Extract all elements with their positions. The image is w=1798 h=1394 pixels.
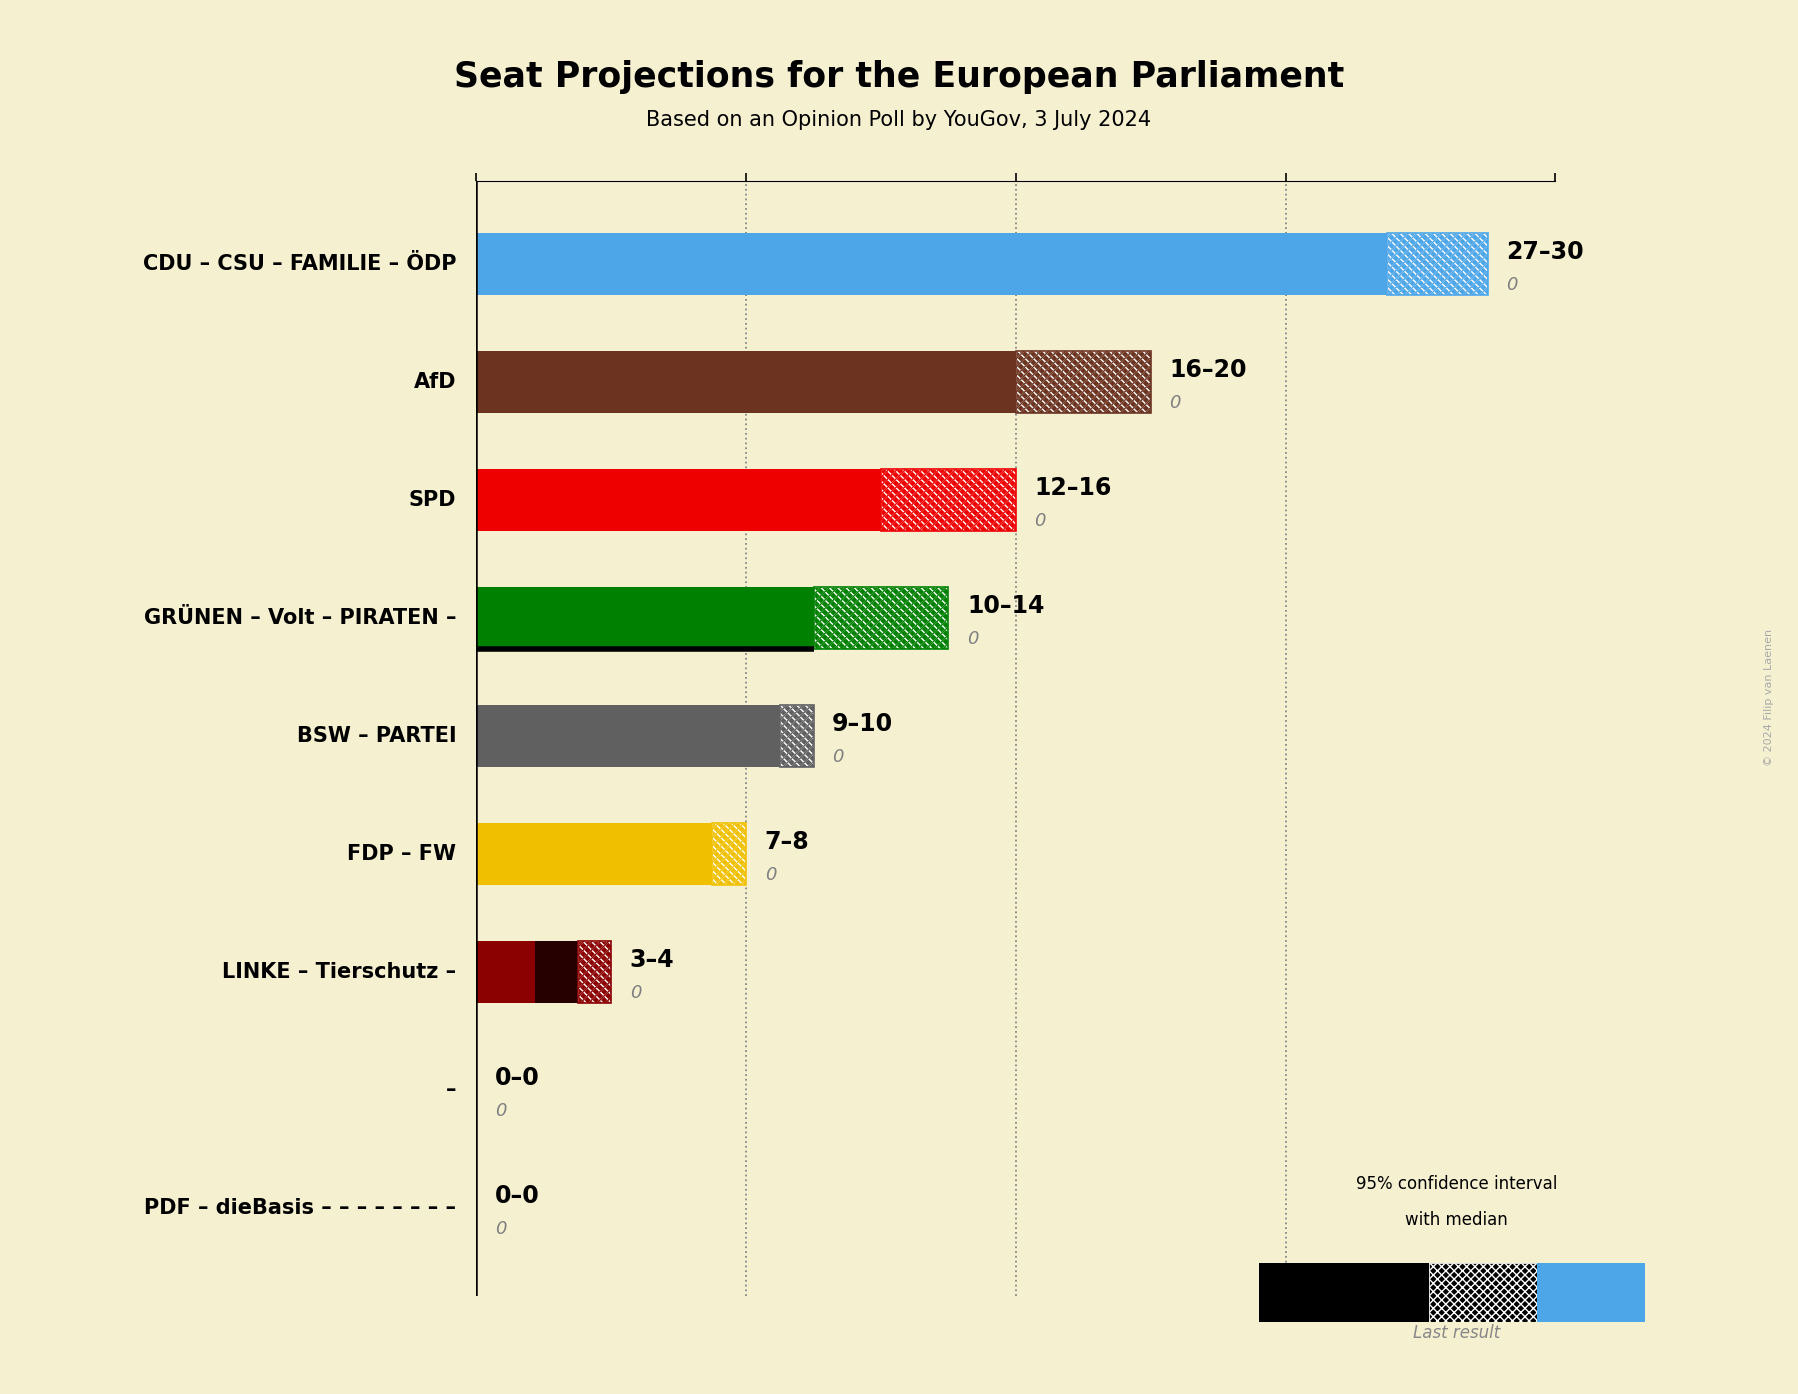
Bar: [476, 233, 1386, 294]
Bar: [577, 941, 611, 1002]
Text: 0: 0: [764, 866, 777, 884]
Bar: [780, 705, 813, 767]
Bar: [1259, 1263, 1429, 1322]
Text: 0: 0: [967, 630, 978, 648]
Text: SPD: SPD: [408, 489, 457, 510]
Bar: [1537, 1263, 1645, 1322]
Text: 95% confidence interval: 95% confidence interval: [1356, 1175, 1557, 1193]
Bar: [536, 941, 577, 1002]
Bar: [881, 470, 1016, 531]
Text: 0: 0: [629, 984, 642, 1002]
Text: 10–14: 10–14: [967, 594, 1045, 618]
Text: Based on an Opinion Poll by YouGov, 3 July 2024: Based on an Opinion Poll by YouGov, 3 Ju…: [647, 110, 1151, 130]
Text: with median: with median: [1404, 1211, 1509, 1230]
Bar: [1386, 233, 1489, 294]
Text: 7–8: 7–8: [764, 829, 809, 855]
Bar: [712, 824, 746, 885]
Bar: [1016, 351, 1151, 413]
Bar: [476, 587, 813, 648]
Text: PDF – dieBasis – – – – – – – –: PDF – dieBasis – – – – – – – –: [144, 1197, 457, 1218]
Text: Last result: Last result: [1413, 1324, 1500, 1342]
Bar: [1386, 233, 1489, 294]
Text: BSW – PARTEI: BSW – PARTEI: [297, 726, 457, 746]
Text: FDP – FW: FDP – FW: [347, 843, 457, 864]
Text: AfD: AfD: [414, 372, 457, 392]
Bar: [1016, 351, 1151, 413]
Text: © 2024 Filip van Laenen: © 2024 Filip van Laenen: [1764, 629, 1775, 765]
Text: 3–4: 3–4: [629, 948, 674, 972]
Text: 16–20: 16–20: [1169, 358, 1246, 382]
Text: 0: 0: [1169, 395, 1181, 413]
Text: Seat Projections for the European Parliament: Seat Projections for the European Parlia…: [453, 60, 1345, 93]
Text: 0: 0: [494, 1220, 507, 1238]
Bar: [780, 705, 813, 767]
Text: 0–0: 0–0: [494, 1066, 539, 1090]
Bar: [476, 941, 577, 1002]
Text: 0–0: 0–0: [494, 1184, 539, 1209]
Text: 12–16: 12–16: [1034, 475, 1111, 500]
Bar: [813, 587, 949, 648]
Bar: [1429, 1263, 1537, 1322]
Text: 27–30: 27–30: [1507, 240, 1584, 263]
Text: 0: 0: [1034, 512, 1046, 530]
Bar: [476, 470, 881, 531]
Text: 0: 0: [494, 1103, 507, 1121]
Bar: [476, 351, 1016, 413]
Text: –: –: [446, 1080, 457, 1100]
Text: GRÜNEN – Volt – PIRATEN –: GRÜNEN – Volt – PIRATEN –: [144, 608, 457, 627]
Text: CDU – CSU – FAMILIE – ÖDP: CDU – CSU – FAMILIE – ÖDP: [142, 254, 457, 273]
Text: 9–10: 9–10: [832, 712, 894, 736]
Bar: [577, 941, 611, 1002]
Text: LINKE – Tierschutz –: LINKE – Tierschutz –: [223, 962, 457, 981]
Text: 0: 0: [832, 749, 843, 767]
Bar: [712, 824, 746, 885]
Bar: [813, 587, 949, 648]
Bar: [476, 824, 712, 885]
Text: 0: 0: [1507, 276, 1518, 294]
Bar: [476, 705, 780, 767]
Bar: [881, 470, 1016, 531]
